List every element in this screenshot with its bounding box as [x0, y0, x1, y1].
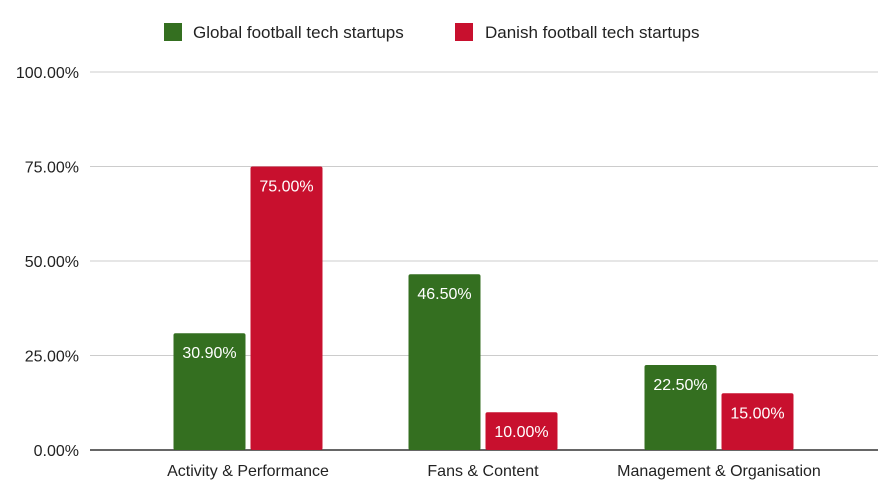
x-category-label: Activity & Performance: [167, 463, 329, 480]
x-axis-category-labels: Activity & Performance Fans & Content Mana…: [167, 463, 821, 480]
y-tick-label: 100.00%: [16, 65, 79, 82]
data-label-global-2: 22.50%: [653, 377, 707, 394]
data-label-danish-1: 10.00%: [494, 424, 548, 441]
data-label-global-0: 30.90%: [182, 345, 236, 362]
bar-danish-1: [485, 412, 558, 450]
bar-danish-0: [250, 166, 323, 450]
legend-swatch-danish: [455, 23, 473, 41]
bar-global-1: [408, 274, 481, 450]
y-tick-label: 50.00%: [25, 254, 79, 271]
legend-swatch-global: [164, 23, 182, 41]
bar-global-0: [173, 333, 246, 450]
data-label-danish-0: 75.00%: [259, 179, 313, 196]
legend-label-global: Global football tech startups: [193, 23, 404, 42]
data-label-danish-2: 15.00%: [730, 405, 784, 422]
data-labels: 30.90% 75.00% 46.50% 10.00% 22.50% 15.00%: [182, 179, 784, 442]
legend: Global football tech startups Danish foo…: [164, 23, 700, 42]
y-axis-tick-labels: 0.00% 25.00% 50.00% 75.00% 100.00%: [16, 65, 79, 460]
bar-global-2: [644, 364, 717, 450]
y-tick-label: 25.00%: [25, 349, 79, 366]
y-tick-label: 75.00%: [25, 160, 79, 177]
y-tick-label: 0.00%: [34, 443, 79, 460]
x-category-label: Fans & Content: [427, 463, 539, 480]
x-category-label: Management & Organisation: [617, 463, 821, 480]
data-label-global-1: 46.50%: [417, 286, 471, 303]
legend-label-danish: Danish football tech startups: [485, 23, 700, 42]
bar-danish-2: [721, 393, 794, 450]
bars: [173, 166, 794, 450]
